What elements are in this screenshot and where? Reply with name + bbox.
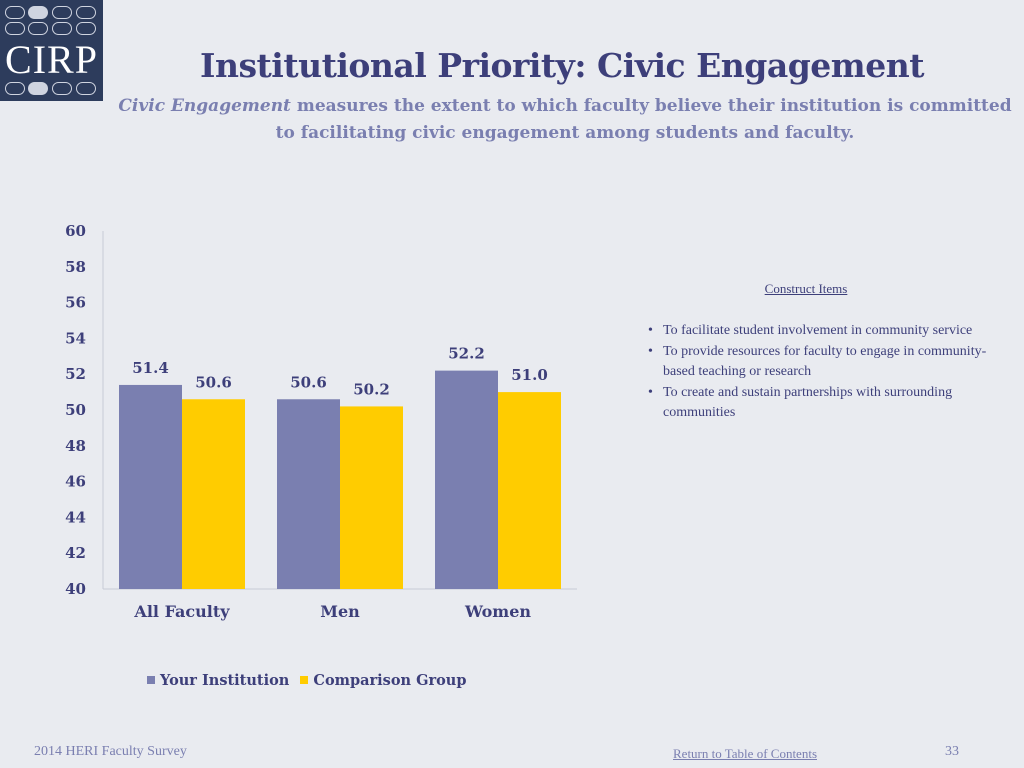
logo-pill-icon [28, 6, 48, 19]
logo-pill-icon [76, 22, 96, 35]
legend-swatch [300, 676, 309, 684]
construct-item: To provide resources for faculty to enga… [648, 342, 988, 383]
y-tick-label: 56 [65, 294, 86, 312]
page-number: 33 [945, 744, 959, 759]
logo-pill-icon [5, 82, 25, 95]
x-category-label: Women [464, 602, 531, 621]
bar-your-institution [119, 384, 182, 589]
data-label: 50.6 [290, 373, 327, 391]
legend-label: Your Institution [160, 672, 290, 689]
y-tick-label: 40 [65, 580, 86, 598]
bar-your-institution [277, 399, 340, 589]
logo-pill-icon [52, 82, 72, 95]
page-subtitle: Civic Engagement measures the extent to … [110, 93, 1020, 147]
data-label: 51.4 [132, 359, 169, 377]
construct-item: To create and sustain partnerships with … [648, 383, 988, 424]
subtitle-lead: Civic Engagement [118, 96, 291, 116]
return-to-toc-link[interactable]: Return to Table of Contents [673, 746, 817, 761]
page-title: Institutional Priority: Civic Engagement [200, 46, 924, 85]
logo-pill-icon [5, 6, 25, 19]
y-tick-label: 50 [65, 401, 86, 419]
logo-pill-icon [76, 6, 96, 19]
subtitle-rest: measures the extent to which faculty bel… [275, 96, 1012, 143]
construct-items-list: To facilitate student involvement in com… [648, 321, 988, 424]
footer-survey-name: 2014 HERI Faculty Survey [34, 744, 187, 759]
x-category-label: Men [320, 602, 360, 621]
construct-items-title: Construct Items [764, 281, 848, 296]
logo-text: CIRP [5, 37, 98, 82]
y-tick-label: 44 [65, 508, 86, 526]
legend-swatch [147, 676, 155, 684]
data-label: 50.6 [195, 373, 232, 391]
logo-pill-icon [28, 22, 48, 35]
bar-your-institution [435, 370, 498, 589]
y-tick-label: 58 [65, 258, 86, 276]
y-tick-label: 60 [65, 222, 86, 240]
chart-legend: Your Institution Comparison Group [147, 672, 472, 689]
y-tick-label: 54 [65, 329, 86, 347]
cirp-logo: CIRP [0, 0, 103, 101]
legend-label: Comparison Group [313, 672, 467, 689]
y-tick-label: 46 [65, 473, 86, 491]
x-category-label: All Faculty [133, 602, 230, 621]
construct-item: To facilitate student involvement in com… [648, 321, 988, 342]
logo-pill-icon [52, 22, 72, 35]
y-tick-label: 42 [65, 544, 86, 562]
y-tick-label: 52 [65, 365, 86, 383]
data-label: 52.2 [448, 345, 485, 363]
y-tick-label: 48 [65, 437, 86, 455]
legend-item-comparison-group: Comparison Group [300, 672, 466, 689]
logo-pill-icon [52, 6, 72, 19]
logo-pill-icon [28, 82, 48, 95]
bar-comparison-group [182, 399, 245, 589]
bar-comparison-group [340, 406, 403, 589]
legend-item-your-institution: Your Institution [147, 672, 289, 689]
logo-pill-icon [76, 82, 96, 95]
data-label: 51.0 [511, 366, 548, 384]
logo-pill-icon [5, 22, 25, 35]
data-label: 50.2 [353, 380, 390, 398]
bar-comparison-group [498, 392, 561, 589]
